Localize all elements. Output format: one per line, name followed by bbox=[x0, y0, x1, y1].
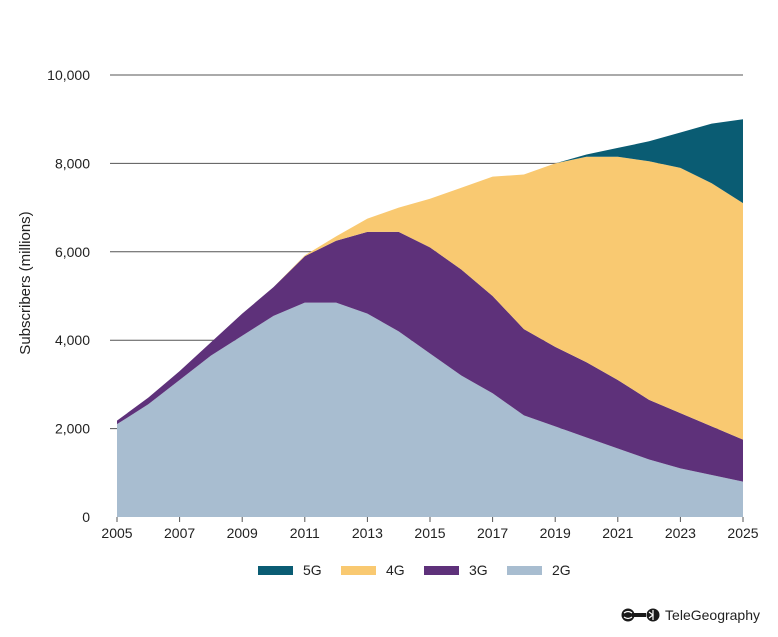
legend-swatch-3g bbox=[424, 566, 459, 575]
logo-text: TeleGeography bbox=[665, 607, 760, 623]
x-tick-label: 2005 bbox=[101, 525, 132, 541]
x-tick-label: 2021 bbox=[602, 525, 633, 541]
legend: 5G 4G 3G 2G bbox=[258, 562, 571, 578]
legend-label-3g: 3G bbox=[469, 562, 488, 578]
y-tick-label: 10,000 bbox=[47, 67, 90, 83]
telegeography-logo-icon bbox=[621, 608, 660, 622]
y-tick-label: 6,000 bbox=[55, 244, 90, 260]
x-tick-label: 2015 bbox=[414, 525, 445, 541]
area-4g bbox=[117, 156, 743, 440]
y-tick-label: 8,000 bbox=[55, 155, 90, 171]
x-axis-ticks: 2005 2007 2009 2011 2013 2015 2017 2019 2021 2023… bbox=[101, 517, 759, 541]
area-5g bbox=[117, 119, 743, 421]
y-tick-label: 2,000 bbox=[55, 421, 90, 437]
x-tick-label: 2011 bbox=[290, 525, 320, 541]
legend-label-2g: 2G bbox=[552, 562, 571, 578]
y-axis-ticks: 0 2,000 4,000 6,000 8,000 10,000 bbox=[47, 67, 90, 525]
y-axis-label: Subscribers (millions) bbox=[17, 211, 34, 354]
legend-label-4g: 4G bbox=[386, 562, 405, 578]
x-tick-label: 2009 bbox=[227, 525, 258, 541]
legend-swatch-5g bbox=[258, 566, 293, 575]
y-tick-label: 4,000 bbox=[55, 332, 90, 348]
x-tick-label: 2019 bbox=[540, 525, 571, 541]
y-tick-label: 0 bbox=[82, 509, 90, 525]
x-tick-label: 2013 bbox=[352, 525, 383, 541]
area-series bbox=[117, 119, 743, 517]
area-3g bbox=[117, 231, 743, 482]
legend-swatch-2g bbox=[507, 566, 542, 575]
area-2g bbox=[117, 302, 743, 517]
x-tick-label: 2017 bbox=[477, 525, 508, 541]
legend-label-5g: 5G bbox=[303, 562, 322, 578]
x-tick-label: 2007 bbox=[164, 525, 195, 541]
legend-swatch-4g bbox=[341, 566, 376, 575]
telegeography-logo: TeleGeography bbox=[621, 607, 760, 623]
x-tick-label: 2023 bbox=[665, 525, 696, 541]
x-tick-label: 2025 bbox=[727, 525, 758, 541]
